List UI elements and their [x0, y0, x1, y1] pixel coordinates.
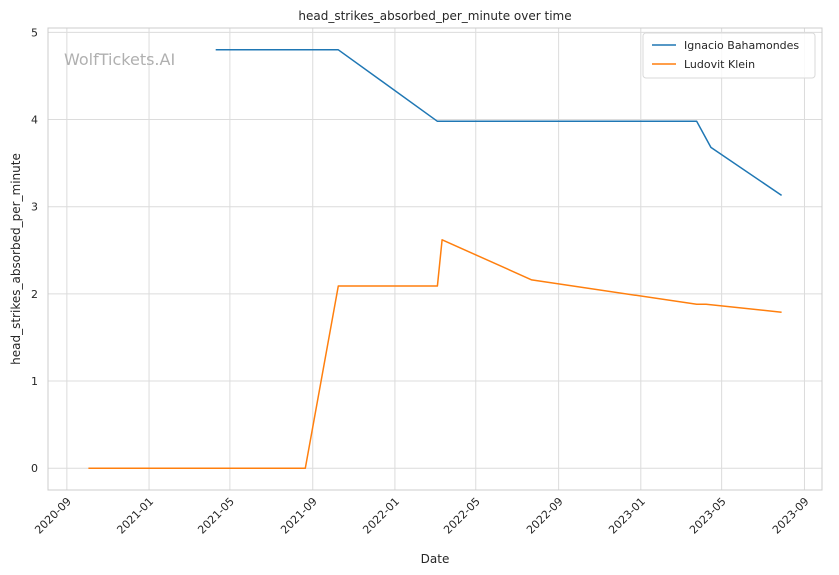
- legend: Ignacio Bahamondes Ludovit Klein: [642, 32, 816, 79]
- x-axis-title: Date: [421, 552, 450, 566]
- series-line-1: [215, 49, 783, 197]
- watermark: WolfTickets.AI: [64, 50, 175, 69]
- x-tick-label: 2021-01: [114, 495, 156, 537]
- x-tick-label: 2022-05: [441, 495, 483, 537]
- x-tick-label: 2023-09: [770, 495, 812, 537]
- y-tick-label: 3: [31, 201, 38, 214]
- y-axis-ticks: 0 1 2 3 4 5: [31, 26, 38, 475]
- legend-label: Ignacio Bahamondes: [684, 39, 799, 52]
- x-tick-label: 2023-01: [606, 495, 648, 537]
- series-line-2: [88, 239, 782, 469]
- x-tick-label: 2023-05: [687, 495, 729, 537]
- y-tick-label: 0: [31, 462, 38, 475]
- y-tick-label: 1: [31, 375, 38, 388]
- chart-title: head_strikes_absorbed_per_minute over ti…: [298, 9, 571, 23]
- y-tick-label: 2: [31, 288, 38, 301]
- y-tick-label: 4: [31, 114, 38, 127]
- x-axis-ticks: 2020-09 2021-01 2021-05 2021-09 2022-01 2022-…: [32, 495, 811, 537]
- plot-frame: [47, 27, 823, 491]
- legend-items: Ignacio Bahamondes Ludovit Klein: [652, 39, 799, 71]
- x-tick-label: 2022-01: [360, 495, 402, 537]
- x-tick-label: 2021-05: [195, 495, 237, 537]
- legend-label: Ludovit Klein: [684, 58, 755, 71]
- series-lines: [88, 49, 783, 469]
- y-axis-title: head_strikes_absorbed_per_minute: [9, 153, 23, 365]
- x-tick-label: 2020-09: [32, 495, 74, 537]
- x-tick-label: 2021-09: [278, 495, 320, 537]
- grid: [48, 28, 822, 490]
- y-tick-label: 5: [31, 26, 38, 39]
- legend-box: [642, 32, 816, 79]
- x-tick-label: 2022-09: [524, 495, 566, 537]
